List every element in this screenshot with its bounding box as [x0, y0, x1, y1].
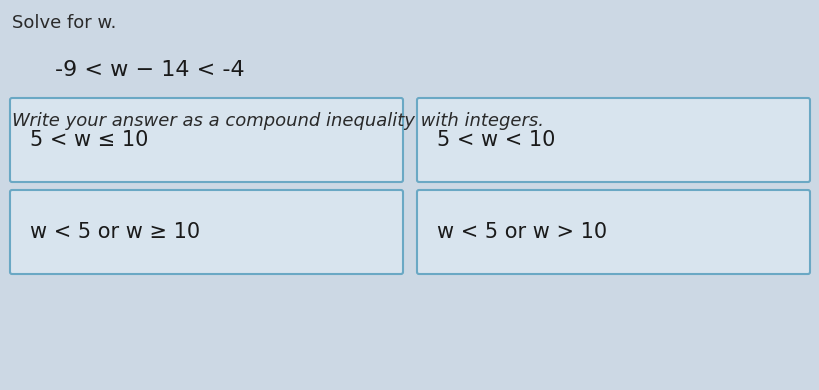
Text: 5 < w < 10: 5 < w < 10 [437, 130, 554, 150]
FancyBboxPatch shape [10, 190, 402, 274]
FancyBboxPatch shape [417, 190, 809, 274]
FancyBboxPatch shape [417, 98, 809, 182]
Text: w < 5 or w > 10: w < 5 or w > 10 [437, 222, 606, 242]
Text: Solve for w.: Solve for w. [12, 14, 116, 32]
Text: 5 < w ≤ 10: 5 < w ≤ 10 [30, 130, 148, 150]
Text: w < 5 or w ≥ 10: w < 5 or w ≥ 10 [30, 222, 200, 242]
Text: -9 < w − 14 < -4: -9 < w − 14 < -4 [55, 60, 244, 80]
Text: Write your answer as a compound inequality with integers.: Write your answer as a compound inequali… [12, 112, 543, 130]
FancyBboxPatch shape [10, 98, 402, 182]
